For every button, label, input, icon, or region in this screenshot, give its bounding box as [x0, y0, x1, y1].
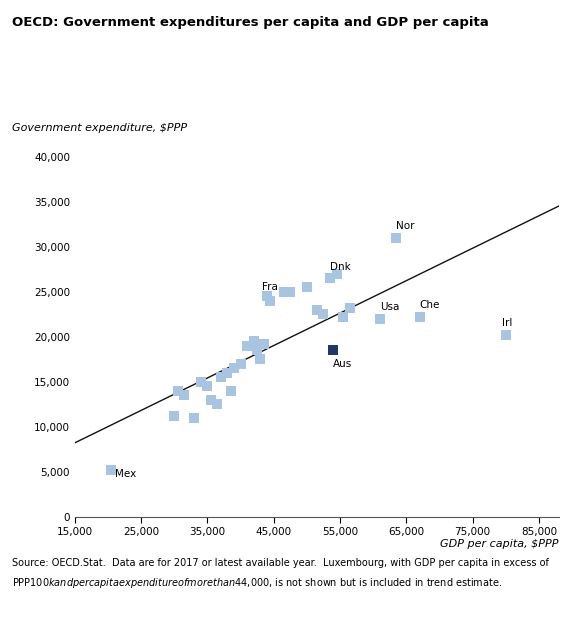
- Point: [252, 345, 262, 355]
- Point: [170, 411, 179, 421]
- Point: [206, 394, 215, 404]
- Point: [375, 314, 384, 324]
- Point: [196, 377, 206, 387]
- Point: [329, 345, 338, 355]
- Text: GDP per capita, $PPP: GDP per capita, $PPP: [440, 539, 559, 549]
- Text: Mex: Mex: [115, 469, 136, 479]
- Point: [226, 386, 235, 396]
- Text: Irl: Irl: [502, 319, 513, 328]
- Point: [223, 367, 232, 377]
- Point: [107, 465, 116, 475]
- Point: [213, 399, 222, 409]
- Point: [242, 341, 252, 351]
- Point: [190, 413, 199, 423]
- Point: [249, 336, 259, 346]
- Point: [501, 329, 510, 340]
- Point: [319, 309, 328, 319]
- Point: [415, 312, 424, 322]
- Text: Aus: Aus: [334, 359, 353, 369]
- Point: [279, 287, 288, 297]
- Point: [286, 287, 295, 297]
- Text: Source: OECD.Stat.  Data are for 2017 or latest available year.  Luxembourg, wit: Source: OECD.Stat. Data are for 2017 or …: [12, 558, 548, 568]
- Point: [312, 304, 321, 314]
- Text: Nor: Nor: [396, 221, 415, 231]
- Point: [216, 372, 225, 382]
- Point: [266, 295, 275, 306]
- Text: OECD: Government expenditures per capita and GDP per capita: OECD: Government expenditures per capita…: [12, 16, 488, 29]
- Point: [236, 358, 245, 369]
- Point: [339, 312, 348, 322]
- Text: Government expenditure, $PPP: Government expenditure, $PPP: [12, 123, 187, 133]
- Point: [229, 363, 238, 373]
- Point: [332, 268, 342, 278]
- Text: Usa: Usa: [380, 302, 399, 312]
- Text: Che: Che: [419, 301, 440, 311]
- Point: [346, 303, 355, 313]
- Text: Dnk: Dnk: [330, 262, 351, 272]
- Point: [203, 381, 212, 391]
- Text: Fra: Fra: [262, 282, 278, 292]
- Point: [302, 282, 312, 292]
- Text: PPP$100k and per capita expenditure of more than $44,000, is not shown but is in: PPP$100k and per capita expenditure of m…: [12, 576, 502, 590]
- Point: [259, 339, 268, 349]
- Point: [392, 232, 401, 243]
- Point: [180, 390, 189, 400]
- Point: [325, 273, 335, 283]
- Point: [263, 291, 272, 301]
- Point: [256, 354, 265, 364]
- Point: [173, 386, 182, 396]
